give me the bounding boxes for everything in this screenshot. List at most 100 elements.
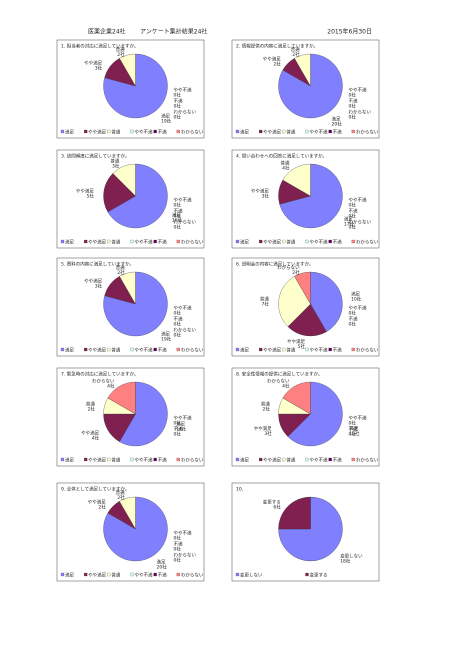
slice-category: わからない [277,264,300,271]
legend-swatch [351,347,355,352]
legend-label: 満足 [65,239,74,246]
legend-swatch [235,347,240,352]
slice-value: 4社 [92,435,100,442]
legend-label: わからない [356,129,379,136]
slice-value: 2社 [263,406,271,413]
slice-value: 0社 [174,431,182,438]
legend-swatch [176,572,180,577]
slice-value: 0社 [349,431,357,438]
slice-category: 普通 [261,401,270,408]
slice-category: やや不満 [349,87,367,94]
legend-label: 不満 [333,457,342,464]
legend-label: やや不満 [135,347,153,354]
legend-swatch [130,347,134,352]
slice-category: やや不満 [174,305,192,312]
legend-swatch [107,129,111,134]
legend-label: 不満 [158,239,167,246]
chart-title: 9. 全体として満足していますか。 [61,486,129,493]
slice-value: 4社 [107,383,115,390]
slice-value: 0社 [174,535,182,542]
slice-value: 0社 [174,546,182,553]
legend-label: 普通 [111,239,120,246]
legend-label: わからない [356,239,379,246]
slice-value: 2社 [273,61,281,68]
legend-label: やや満足 [263,347,281,354]
header-date: 2015年6月30日 [327,28,372,36]
slice-value: 7社 [261,301,269,308]
slice-category: 普通 [110,157,119,164]
legend-label: 普通 [286,239,295,246]
legend-swatch [305,129,309,134]
slice-category: やや満足 [81,430,99,437]
pie-slice [119,381,168,447]
legend-swatch [84,129,88,134]
slice-value: 14社 [176,425,187,432]
slice-category: 変更しない [340,552,363,559]
slice-category: やや不満 [349,197,367,204]
legend-label: 普通 [286,457,295,464]
header-title: アンケート集計結果24社 [140,28,207,36]
slice-value: 2社 [88,406,96,413]
legend-swatch [176,457,180,462]
chart-title: 7. 緊急時の対応に満足していますか。 [61,371,139,378]
slice-category: わからない [174,327,197,334]
slice-category: 不満 [174,316,183,323]
legend-label: やや不満 [135,457,153,464]
slice-value: 0社 [349,310,357,317]
slice-category: やや満足 [88,499,106,506]
chart-title: 8. 安全性情報の提供に満足していますか。 [236,371,323,378]
slice-category: 不満 [174,98,183,105]
legend-label: 不満 [333,239,342,246]
chart-title: 3. 訪問頻度に満足していますか。 [61,153,130,160]
legend-swatch [235,129,240,134]
slice-category: やや満足 [251,188,269,195]
chart-frame [231,482,380,582]
slice-category: やや満足 [254,425,272,432]
legend-label: 満足 [240,129,249,136]
chart-title: 10. [236,487,243,493]
legend-label: やや満足 [263,239,281,246]
slice-category: 不満 [349,316,358,323]
slice-value: 0社 [174,420,182,427]
slice-category: 不満 [174,208,183,215]
pie-slice [278,496,343,562]
slice-value: 2社 [117,51,125,58]
legend-label: 不満 [333,347,342,354]
slice-category: やや満足 [263,56,281,63]
slice-value: 0社 [174,321,182,328]
legend-swatch [107,572,111,577]
legend-label: 普通 [111,347,120,354]
slice-value: 3社 [112,162,120,169]
legend-label: 普通 [111,572,120,579]
legend-label: わからない [181,347,204,354]
chart-frame [56,482,205,582]
legend-swatch [153,129,157,134]
chart-title: 2. 情報提供の内容に満足していますか。 [236,43,318,50]
slice-value: 0社 [174,103,182,110]
legend-label: 満足 [65,347,74,354]
slice-category: わからない [92,378,115,385]
legend-label: やや不満 [135,572,153,579]
pie-slice [294,271,311,305]
legend-label: 満足 [240,457,249,464]
slice-category: 不満 [174,426,183,433]
slice-category: やや不満 [349,415,367,422]
slice-category: やや不満 [349,305,367,312]
slice-category: 普通 [116,264,125,271]
pie-slice [279,163,343,229]
legend-swatch [259,347,263,352]
legend-swatch [153,572,157,577]
header-left: 医薬企業24社 [88,28,126,36]
slice-category: わからない [349,219,372,226]
slice-value: 10社 [351,296,362,303]
slice-category: 満足 [172,212,181,219]
legend-swatch [130,457,134,462]
legend-swatch [351,129,355,134]
slice-value: 0社 [349,103,357,110]
slice-category: 普通 [281,160,290,167]
legend-swatch [84,457,88,462]
pie-slice [287,303,327,337]
legend-swatch [305,239,309,244]
slice-value: 15社 [349,430,360,437]
